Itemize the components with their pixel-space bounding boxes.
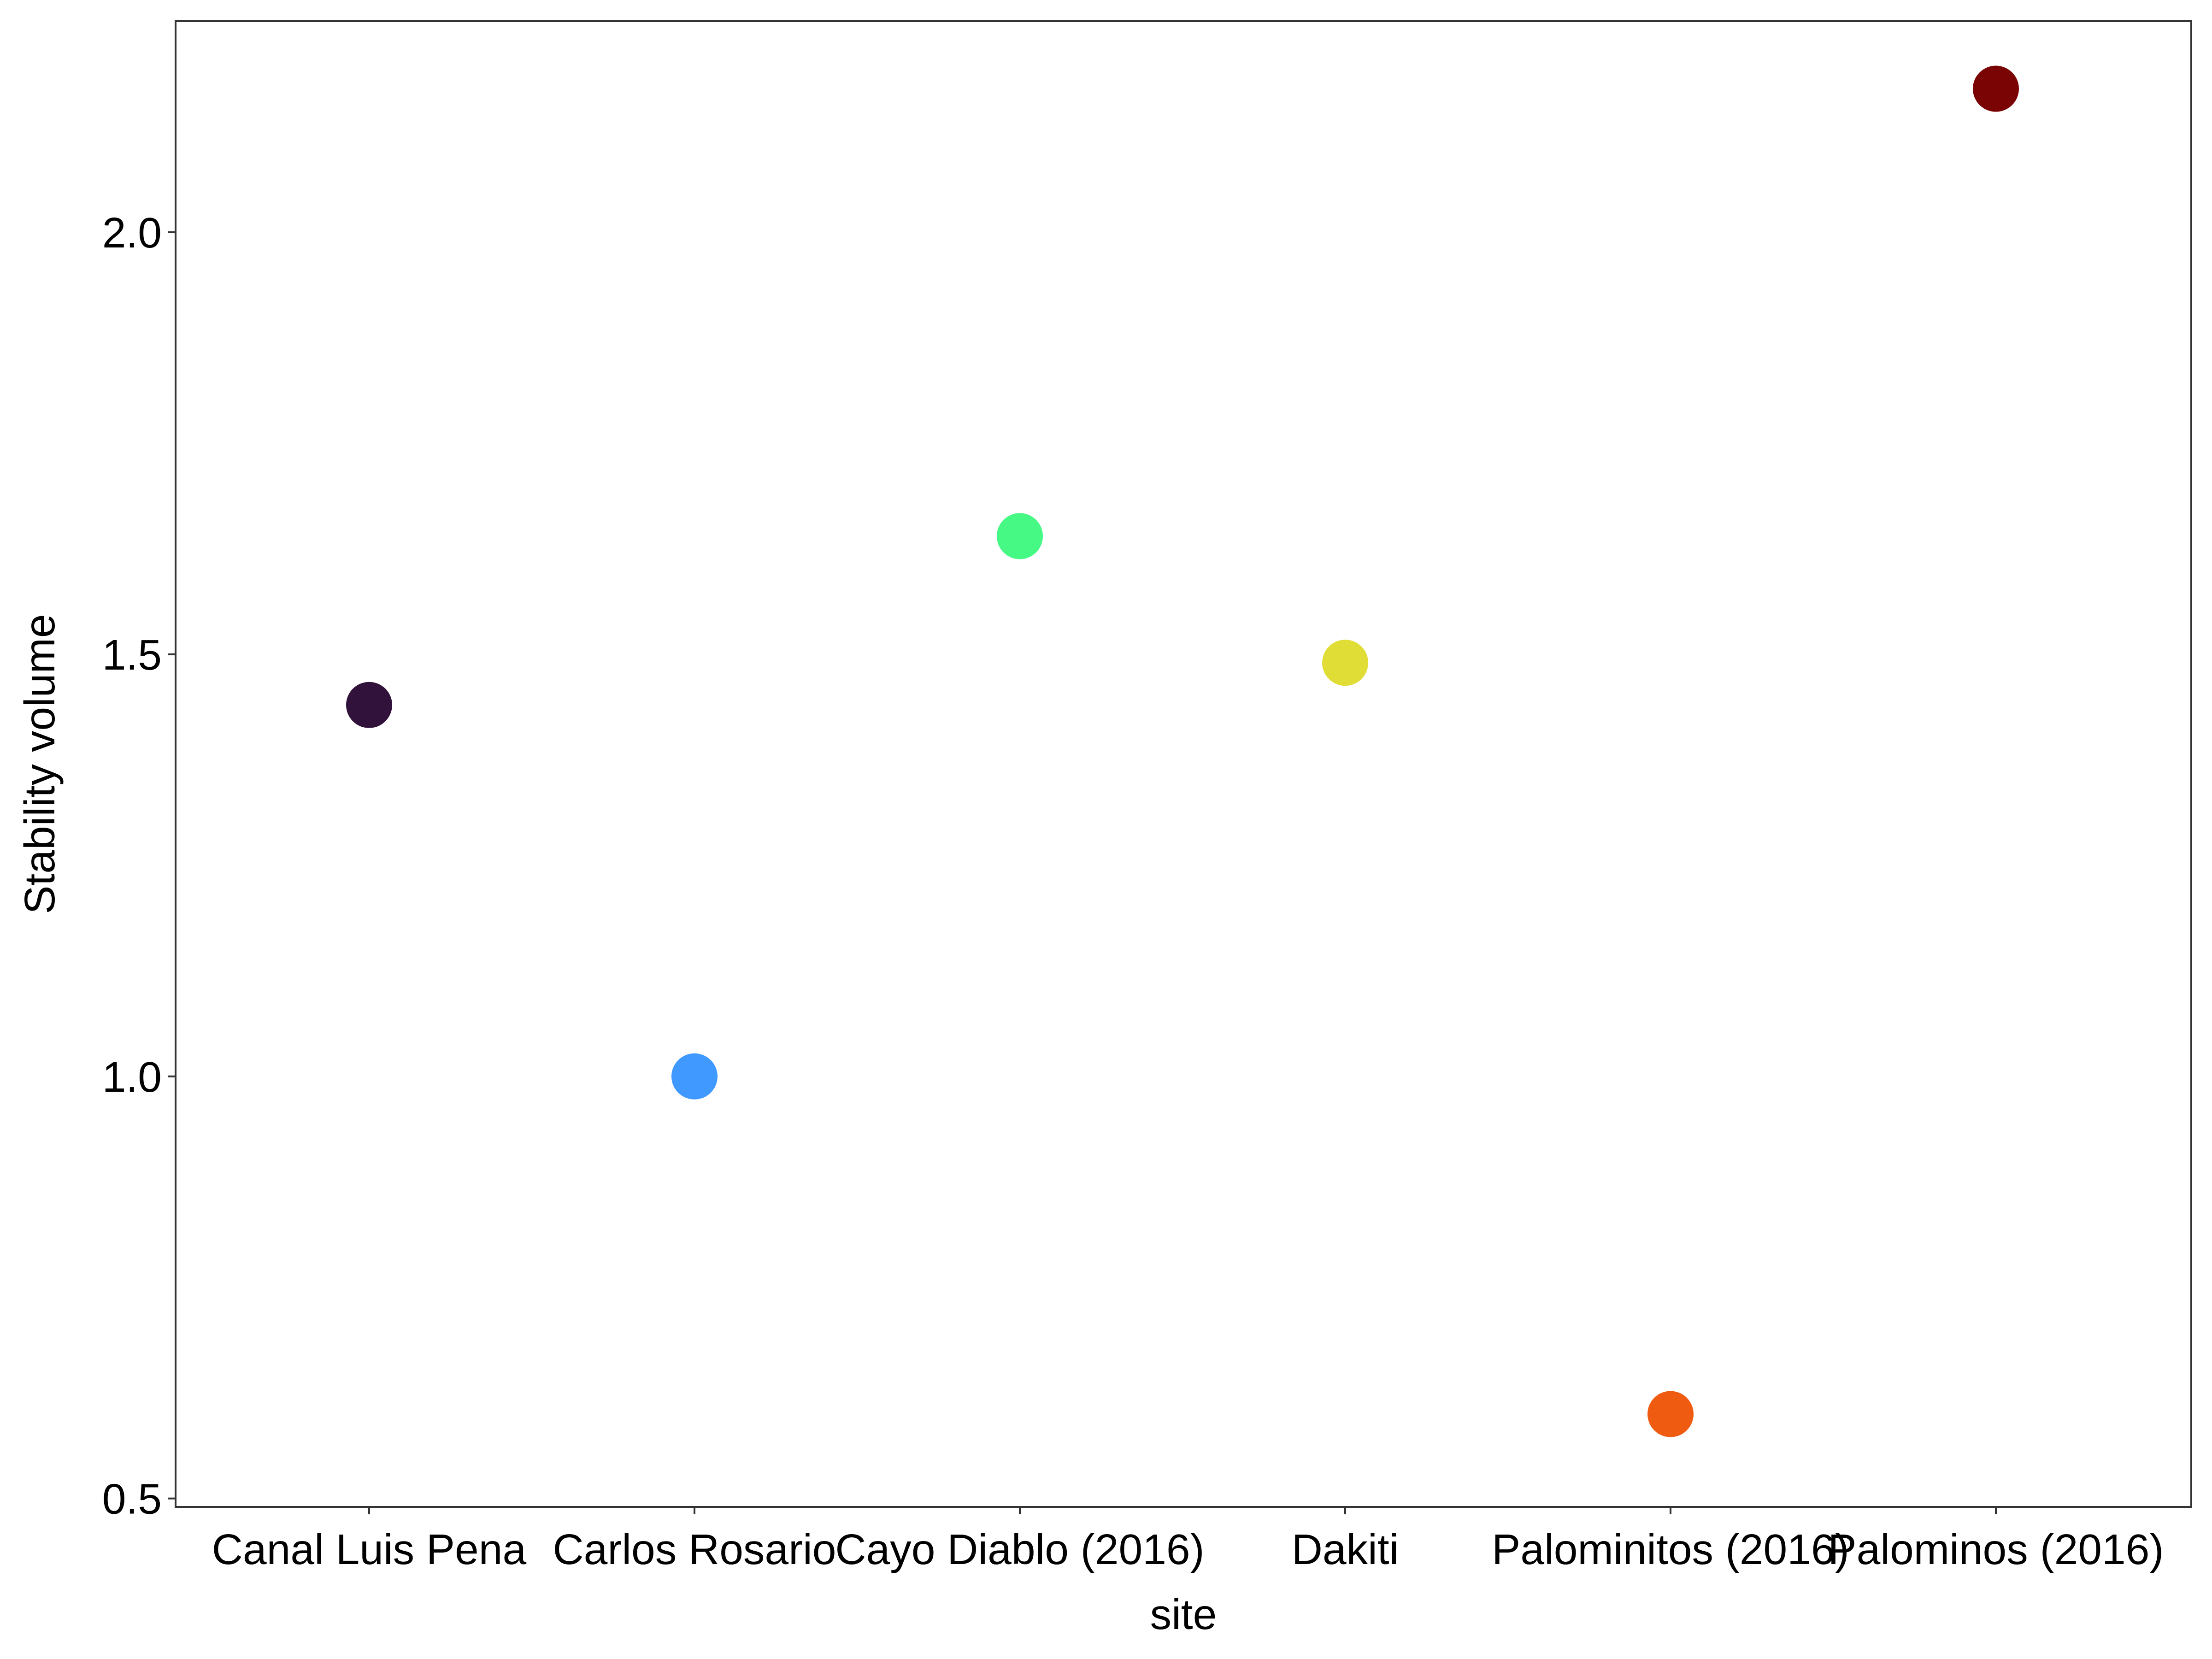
- data-point: [1322, 640, 1368, 686]
- x-tick-label: Palominos (2016): [1828, 1525, 2164, 1573]
- y-tick-label: 1.0: [102, 1053, 162, 1101]
- x-tick-label: Canal Luis Pena: [212, 1525, 527, 1573]
- x-tick-label: Carlos Rosario: [553, 1525, 836, 1573]
- data-point: [671, 1053, 718, 1100]
- y-axis: 0.5 1.0 1.5 2.0: [102, 209, 176, 1523]
- data-point: [1973, 65, 2019, 112]
- x-tick-label: Dakiti: [1292, 1525, 1399, 1573]
- y-axis-title: Stability volume: [16, 614, 64, 914]
- plot-panel: [175, 20, 2192, 1508]
- data-point: [1647, 1391, 1694, 1437]
- data-point: [997, 513, 1043, 559]
- x-tick-label: Cayo Diablo (2016): [835, 1525, 1204, 1573]
- data-points: [346, 65, 2019, 1437]
- x-axis-title: site: [1150, 1590, 1217, 1638]
- data-point: [346, 682, 392, 728]
- y-tick-label: 2.0: [102, 209, 162, 257]
- y-tick-label: 1.5: [102, 631, 162, 679]
- x-tick-label: Palominitos (2016): [1492, 1525, 1849, 1573]
- y-tick-label: 0.5: [102, 1475, 162, 1523]
